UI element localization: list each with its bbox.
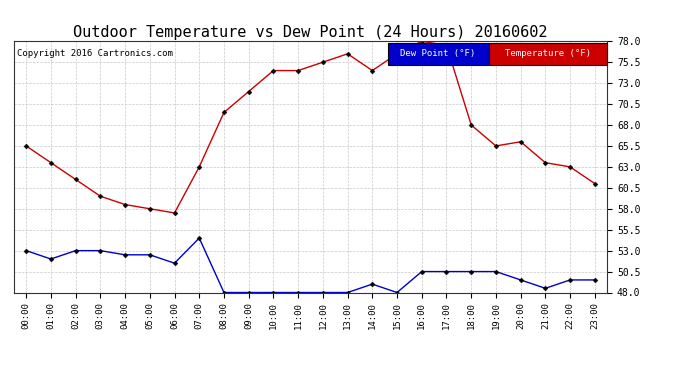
FancyBboxPatch shape [388,42,489,65]
Text: Temperature (°F): Temperature (°F) [505,50,591,58]
Text: Dew Point (°F): Dew Point (°F) [400,50,475,58]
Text: Copyright 2016 Cartronics.com: Copyright 2016 Cartronics.com [17,49,172,58]
FancyBboxPatch shape [489,42,607,65]
Title: Outdoor Temperature vs Dew Point (24 Hours) 20160602: Outdoor Temperature vs Dew Point (24 Hou… [73,25,548,40]
